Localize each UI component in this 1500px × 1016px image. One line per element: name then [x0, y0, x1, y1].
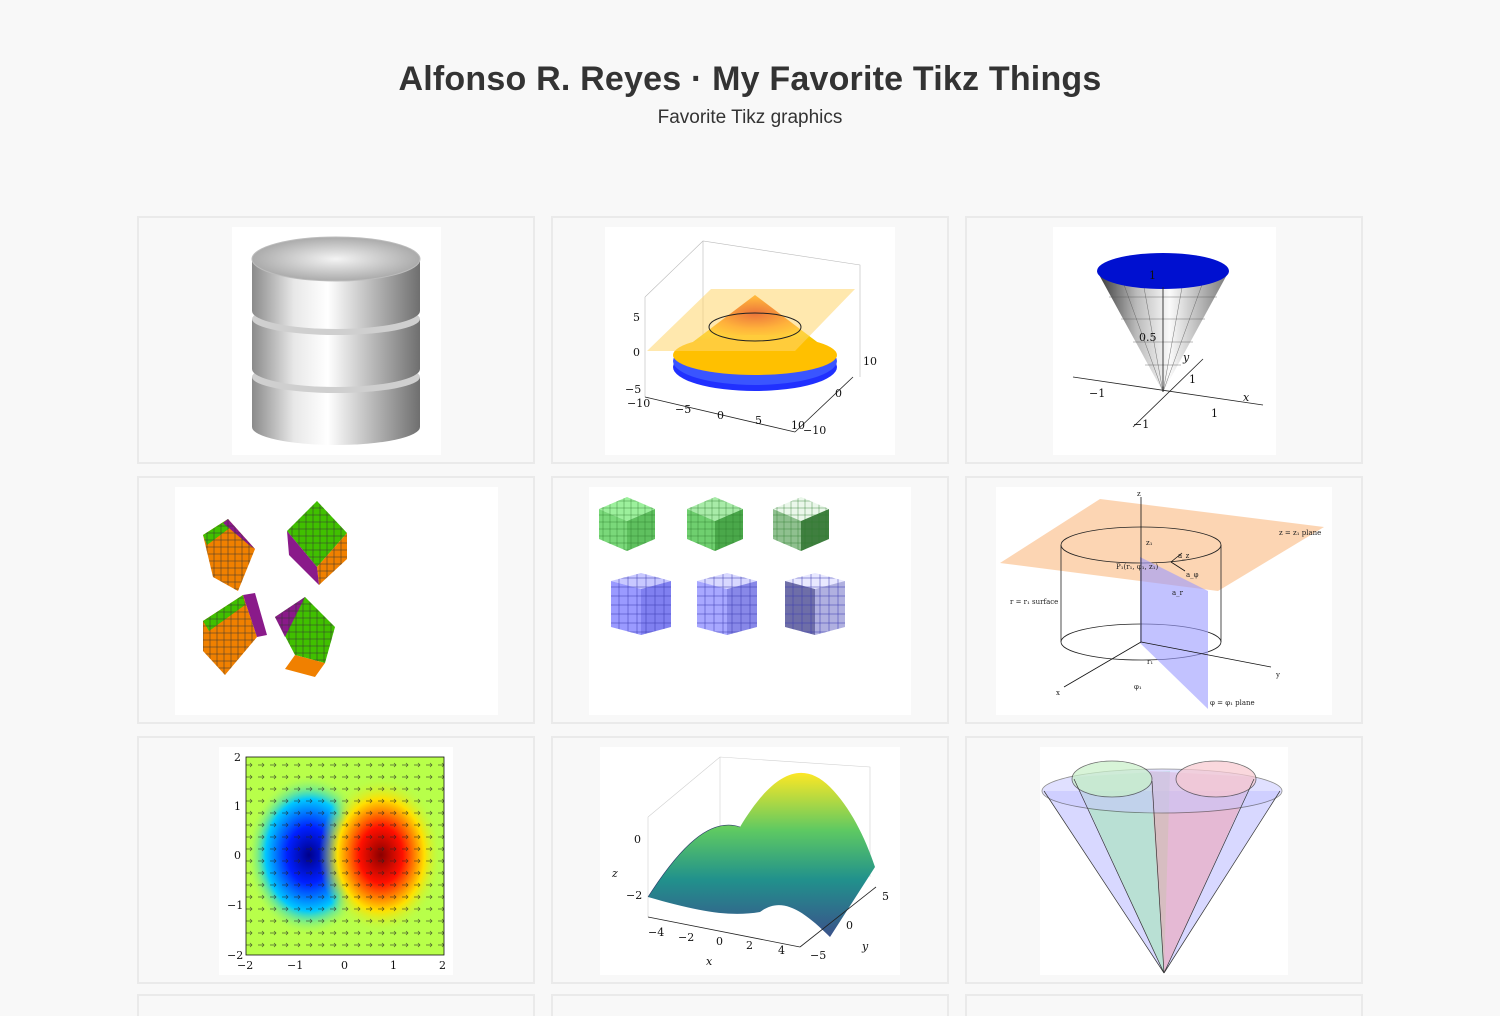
label-phi-plane: φ = φ₁ plane — [1210, 699, 1255, 707]
gallery-next-row — [137, 994, 1363, 1016]
svg-text:−2: −2 — [227, 949, 243, 962]
svg-text:2: 2 — [746, 939, 753, 952]
svg-text:−1: −1 — [1089, 387, 1105, 400]
svg-text:−1: −1 — [287, 959, 303, 972]
database-icon — [231, 227, 441, 455]
intersecting-cones-diagram — [1040, 747, 1288, 975]
svg-text:0: 0 — [846, 919, 853, 932]
gallery-card-intersecting-cones[interactable] — [965, 736, 1363, 984]
svg-text:−10: −10 — [627, 397, 650, 410]
svg-text:x: x — [1243, 391, 1250, 404]
svg-text:0: 0 — [835, 387, 842, 400]
label-z1: z₁ — [1146, 539, 1153, 547]
svg-text:−1: −1 — [1133, 418, 1149, 431]
svg-text:1: 1 — [234, 800, 241, 813]
label-x: x — [1056, 689, 1060, 697]
svg-text:y: y — [861, 940, 869, 953]
svg-text:2: 2 — [234, 751, 241, 764]
svg-text:10: 10 — [791, 419, 805, 432]
svg-text:1: 1 — [1211, 407, 1218, 420]
svg-text:5: 5 — [755, 414, 762, 427]
label-aphi: a_φ — [1186, 571, 1199, 579]
label-phi1: φ₁ — [1134, 683, 1142, 691]
svg-text:0: 0 — [633, 346, 640, 359]
svg-text:2: 2 — [439, 959, 446, 972]
svg-text:0: 0 — [717, 409, 724, 422]
svg-text:−4: −4 — [648, 926, 664, 939]
label-r1: r₁ — [1147, 658, 1153, 666]
cylindrical-coordinates-diagram: z z = z₁ plane z₁ P₁(r₁, φ₁, z₁) a_z a_φ… — [996, 487, 1332, 715]
svg-text:−2: −2 — [626, 889, 642, 902]
gallery-card-partial[interactable] — [965, 994, 1363, 1016]
svg-text:0: 0 — [716, 935, 723, 948]
svg-text:−10: −10 — [803, 424, 826, 437]
svg-text:5: 5 — [882, 890, 889, 903]
svg-text:x: x — [706, 955, 713, 968]
svg-text:10: 10 — [863, 355, 877, 368]
shaded-cubes-image — [589, 487, 911, 715]
label-z: z — [1137, 490, 1141, 498]
svg-text:5: 5 — [633, 311, 640, 324]
gallery-card-partial[interactable] — [137, 994, 535, 1016]
gallery-card-partial[interactable] — [551, 994, 949, 1016]
label-y: y — [1275, 671, 1280, 679]
saddle-surface-plot: 0 −2 −4 −2 0 2 4 5 0 −5 x y z — [600, 747, 900, 975]
gallery-card-cone-surface[interactable]: 5 0 −5 −10 −5 0 5 10 10 0 −10 — [551, 216, 949, 464]
svg-text:0: 0 — [634, 833, 641, 846]
gallery-card-rubik-cubes[interactable] — [137, 476, 535, 724]
svg-text:0.5: 0.5 — [1139, 331, 1157, 344]
gallery-card-database[interactable] — [137, 216, 535, 464]
svg-text:4: 4 — [778, 944, 785, 957]
svg-text:0: 0 — [234, 849, 241, 862]
svg-text:1: 1 — [1149, 269, 1156, 282]
gallery-card-vector-field[interactable]: 2 1 0 −1 −2 −2 −1 0 1 2 — [137, 736, 535, 984]
page-subtitle: Favorite Tikz graphics — [657, 107, 843, 128]
page-header: Alfonso R. Reyes · My Favorite Tikz Thin… — [0, 0, 1500, 129]
svg-text:−1: −1 — [227, 899, 243, 912]
svg-text:−2: −2 — [237, 959, 253, 972]
svg-text:1: 1 — [1189, 373, 1196, 386]
gallery-card-inverted-cone[interactable]: 1 0.5 y x −1 1 1 −1 — [965, 216, 1363, 464]
svg-text:−5: −5 — [625, 383, 641, 396]
cone-surface-plot: 5 0 −5 −10 −5 0 5 10 10 0 −10 — [605, 227, 895, 455]
svg-text:−5: −5 — [810, 949, 826, 962]
vector-field-plot: 2 1 0 −1 −2 −2 −1 0 1 2 — [219, 747, 453, 975]
svg-text:z: z — [611, 867, 618, 880]
svg-text:−2: −2 — [678, 931, 694, 944]
inverted-cone-plot: 1 0.5 y x −1 1 1 −1 — [1052, 227, 1276, 455]
gallery-card-shaded-cubes[interactable] — [551, 476, 949, 724]
svg-text:y: y — [1182, 351, 1190, 364]
gallery-card-saddle-surface[interactable]: 0 −2 −4 −2 0 2 4 5 0 −5 x y z — [551, 736, 949, 984]
svg-text:−5: −5 — [675, 403, 691, 416]
label-az: a_z — [1178, 552, 1190, 560]
label-z-plane: z = z₁ plane — [1279, 529, 1321, 537]
svg-text:1: 1 — [390, 959, 397, 972]
label-r-surface: r = r₁ surface — [1010, 598, 1058, 606]
rubik-cubes-image — [174, 487, 498, 715]
label-point: P₁(r₁, φ₁, z₁) — [1116, 563, 1159, 571]
page-title: Alfonso R. Reyes · My Favorite Tikz Thin… — [398, 60, 1102, 98]
svg-text:0: 0 — [341, 959, 348, 972]
gallery-grid: 5 0 −5 −10 −5 0 5 10 10 0 −10 — [137, 216, 1363, 984]
label-ar: a_r — [1172, 589, 1184, 597]
gallery-card-cylindrical-coordinates[interactable]: z z = z₁ plane z₁ P₁(r₁, φ₁, z₁) a_z a_φ… — [965, 476, 1363, 724]
